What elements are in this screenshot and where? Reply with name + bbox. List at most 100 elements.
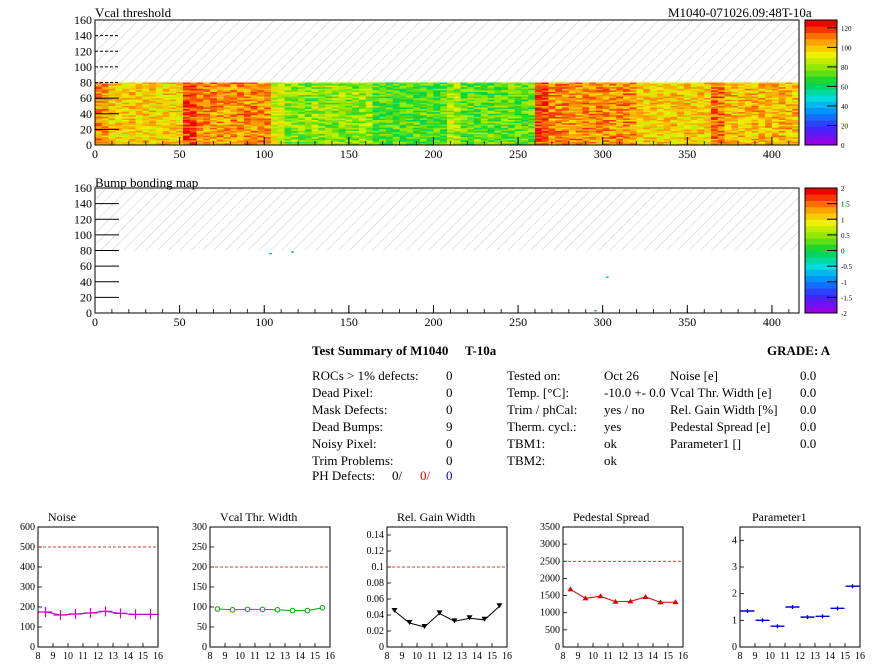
heatmap-cell [142,104,150,107]
heatmap-cell [656,129,664,132]
heatmap-cell [399,102,407,105]
heatmap-cell [494,135,502,138]
heatmap-cell [738,105,746,108]
heatmap-cell [264,132,272,135]
heatmap-cell [128,116,136,119]
heatmap-cell [595,95,603,97]
heatmap-cell [548,104,556,107]
heatmap-cell [785,85,793,88]
heatmap-cell [738,135,746,138]
heatmap-cell [277,93,285,96]
heatmap-cell [501,101,509,104]
heatmap-cell [623,143,631,146]
heatmap-cell [582,121,590,124]
heatmap-cell [792,105,800,108]
heatmap-cell [250,85,258,88]
heatmap-cell [284,85,292,88]
heatmap-cell [223,121,231,124]
heatmap-cell [196,109,204,111]
heatmap-cell [203,121,211,124]
heatmap-cell [670,129,678,132]
heatmap-cell [602,129,610,132]
heatmap-cell [724,124,732,127]
heatmap-cell [386,126,394,129]
heatmap-cell [717,134,725,136]
heatmap-cell [717,137,725,140]
x-tick-label: 300 [594,315,612,329]
heatmap-cell [623,129,631,132]
heatmap-cell [399,93,407,96]
heatmap-cell [304,141,312,144]
heatmap-cell [216,137,224,140]
heatmap-cell [331,121,339,124]
heatmap-cell [751,82,759,85]
heatmap-cell [433,110,441,113]
heatmap-cell [744,105,752,108]
heatmap-cell [426,115,434,118]
heatmap-cell [304,96,312,99]
heatmap-cell [338,121,346,124]
heatmap-cell [697,132,705,135]
heatmap-cell [284,105,292,108]
heatmap-cell [189,141,197,144]
heatmap-cell [365,120,373,122]
heatmap-cell [406,93,414,96]
x-tick-label: 13 [810,651,820,662]
heatmap-cell [419,123,427,125]
x-tick-label: 150 [340,315,358,329]
summary-title: Test Summary of M1040 [312,343,449,358]
heatmap-cell [386,96,394,99]
heatmap-cell [548,105,556,108]
heatmap-cell [189,126,197,129]
heatmap-cell [711,82,719,85]
heatmap-cell [785,110,793,113]
heatmap-cell [704,96,712,99]
heatmap-cell [480,120,488,122]
heatmap-cell [365,123,373,125]
heatmap-cell [277,120,285,122]
heatmap-cell [690,130,698,133]
heatmap-cell [413,115,421,118]
heatmap-cell [758,116,766,119]
heatmap-cell [771,107,779,110]
heatmap-cell [183,118,191,121]
heatmap-cell [122,105,130,108]
heatmap-cell [426,109,434,111]
heatmap-cell [467,132,475,135]
heatmap-cell [101,116,109,119]
heatmap-cell [298,113,306,116]
heatmap-cell [744,104,752,107]
heatmap-cell [778,123,786,125]
heatmap-cell [758,137,766,140]
x-tick-label: 12 [618,651,628,662]
heatmap-cell [602,105,610,108]
heatmap-cell [257,120,265,122]
heatmap-cell [386,118,394,121]
heatmap-cell [426,143,434,146]
heatmap-cell [507,124,515,127]
heatmap-cell [386,130,394,133]
heatmap-cell [122,126,130,129]
heatmap-cell [589,115,597,118]
heatmap-cell [271,141,279,144]
heatmap-cell [223,91,231,94]
heatmap-cell [548,137,556,140]
heatmap-cell [331,101,339,104]
heatmap-cell [602,82,610,85]
heatmap-cell [196,135,204,138]
heatmap-cell [562,87,570,90]
heatmap-cell [677,99,685,102]
heatmap-cell [257,124,265,127]
heatmap-cell [629,135,637,138]
heatmap-cell [264,107,272,110]
x-tick-label: 8 [385,651,390,662]
heatmap-cell [602,93,610,96]
heatmap-cell [690,95,698,97]
heatmaps-svg: 0 50 100 150 200 250 300 350 4000204060801001201… [74,13,853,329]
heatmap-cell [453,138,461,141]
heatmap-cell [115,87,123,90]
heatmap-cell [169,93,177,96]
heatmap-cell [717,115,725,118]
heatmap-cell [433,124,441,127]
heatmap-cell [359,107,367,110]
